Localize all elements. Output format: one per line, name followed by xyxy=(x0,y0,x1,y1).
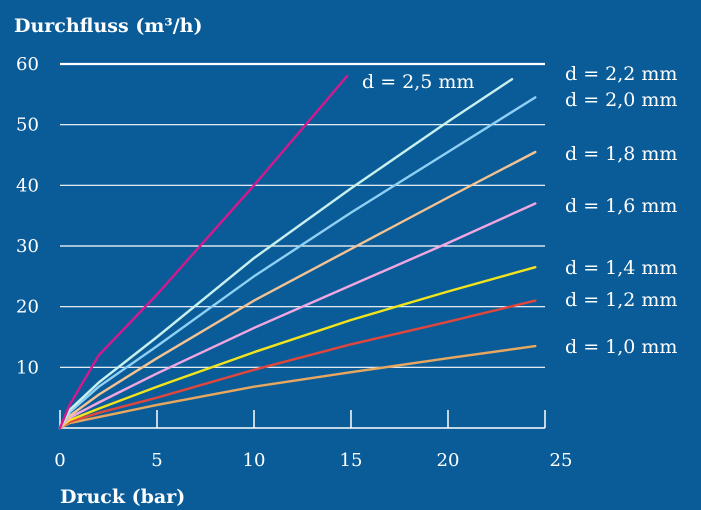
x-tick-label: 20 xyxy=(437,450,460,471)
x-tick-label: 5 xyxy=(151,450,162,471)
series-label-layer: d = 1,0 mm d = 1,2 mm d = 1,4 mm d = 1,6 mm… xyxy=(362,63,677,358)
series-line-2 xyxy=(58,266,537,430)
series-label-2: d = 1,4 mm xyxy=(565,257,677,279)
series-line-6 xyxy=(58,77,514,430)
series-line-5 xyxy=(58,96,537,430)
y-tick-label: 50 xyxy=(16,115,39,136)
x-tick-label: 10 xyxy=(243,450,266,471)
series-label-6: d = 2,2 mm xyxy=(565,63,677,85)
series-line-1 xyxy=(58,299,537,430)
y-tick-label: 10 xyxy=(16,357,39,378)
axis-layer: 10 20 30 40 50 60 0 5 10 15 20 25 xyxy=(16,54,572,471)
series-layer xyxy=(58,74,537,430)
series-line-7 xyxy=(58,74,349,430)
y-tick-label: 40 xyxy=(16,175,39,196)
series-line-4 xyxy=(58,150,537,430)
x-tick-label: 0 xyxy=(54,450,65,471)
series-label-4: d = 1,8 mm xyxy=(565,143,677,165)
y-axis-title: Durchfluss (m³/h) xyxy=(14,15,202,37)
series-label-1: d = 1,2 mm xyxy=(565,289,677,311)
x-tick-label: 15 xyxy=(340,450,363,471)
y-tick-label: 60 xyxy=(16,54,39,75)
grid-layer xyxy=(60,62,545,368)
series-label-7: d = 2,5 mm xyxy=(362,71,474,93)
x-axis-title: Druck (bar) xyxy=(60,486,185,508)
y-tick-label: 20 xyxy=(16,297,39,318)
series-label-3: d = 1,6 mm xyxy=(565,195,677,217)
series-line-0 xyxy=(58,344,537,430)
series-label-5: d = 2,0 mm xyxy=(565,89,677,111)
series-label-0: d = 1,0 mm xyxy=(565,336,677,358)
x-tick-label: 25 xyxy=(550,450,573,471)
series-line-3 xyxy=(58,202,537,430)
y-tick-label: 30 xyxy=(16,236,39,257)
